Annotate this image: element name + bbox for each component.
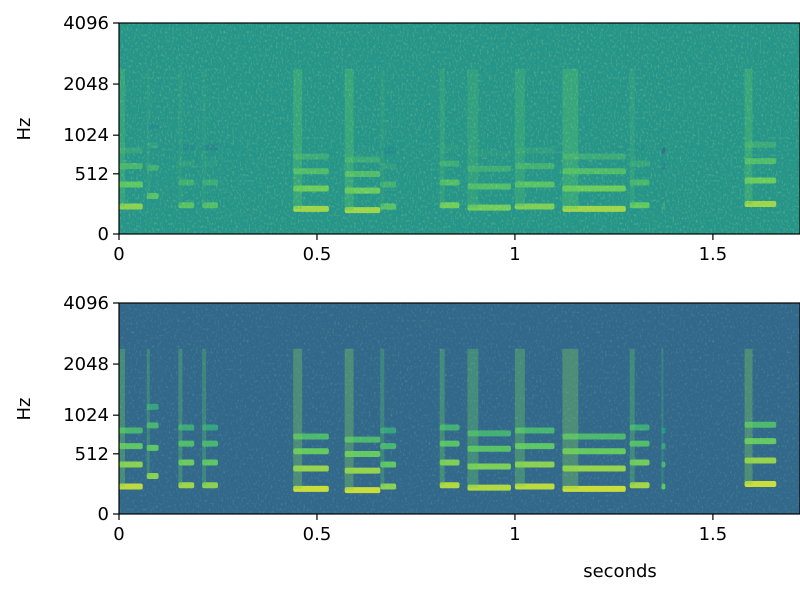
y-tick-label: 0 bbox=[98, 504, 109, 525]
x-tick-label: 1 bbox=[509, 524, 520, 545]
y-tick-label: 2048 bbox=[63, 74, 109, 95]
y-tick-label: 1024 bbox=[63, 125, 109, 146]
x-tick-label: 1.5 bbox=[699, 524, 728, 545]
x-tick-label: 0 bbox=[113, 524, 124, 545]
y-tick-label: 1024 bbox=[63, 405, 109, 426]
y-tick-label: 0 bbox=[98, 224, 109, 245]
y-tick-label: 512 bbox=[75, 444, 109, 465]
spectrogram-panel-bottom: 0 0.5 1 1.5 0 512 1024 2048 4096 Hz seconds bbox=[14, 293, 800, 582]
plot-frame bbox=[118, 302, 800, 515]
spectrogram-panel-top: 0 0.5 1 1.5 0 512 1024 2048 4096 Hz bbox=[14, 13, 800, 265]
y-tick-label: 2048 bbox=[63, 354, 109, 375]
x-axis-label: seconds bbox=[583, 561, 657, 582]
spectrogram-texture bbox=[119, 303, 800, 514]
plot-frame bbox=[118, 22, 800, 235]
x-tick-label: 1.5 bbox=[699, 244, 728, 265]
x-tick-label: 0.5 bbox=[303, 244, 332, 265]
x-tick-label: 0 bbox=[113, 244, 124, 265]
y-axis-label: Hz bbox=[14, 118, 35, 141]
x-tick-label: 1 bbox=[509, 244, 520, 265]
y-axis-label: Hz bbox=[14, 398, 35, 421]
x-tick-label: 0.5 bbox=[303, 524, 332, 545]
spectrogram-texture bbox=[119, 23, 800, 234]
y-tick-label: 512 bbox=[75, 164, 109, 185]
y-tick-label: 4096 bbox=[63, 13, 109, 34]
y-tick-label: 4096 bbox=[63, 293, 109, 314]
